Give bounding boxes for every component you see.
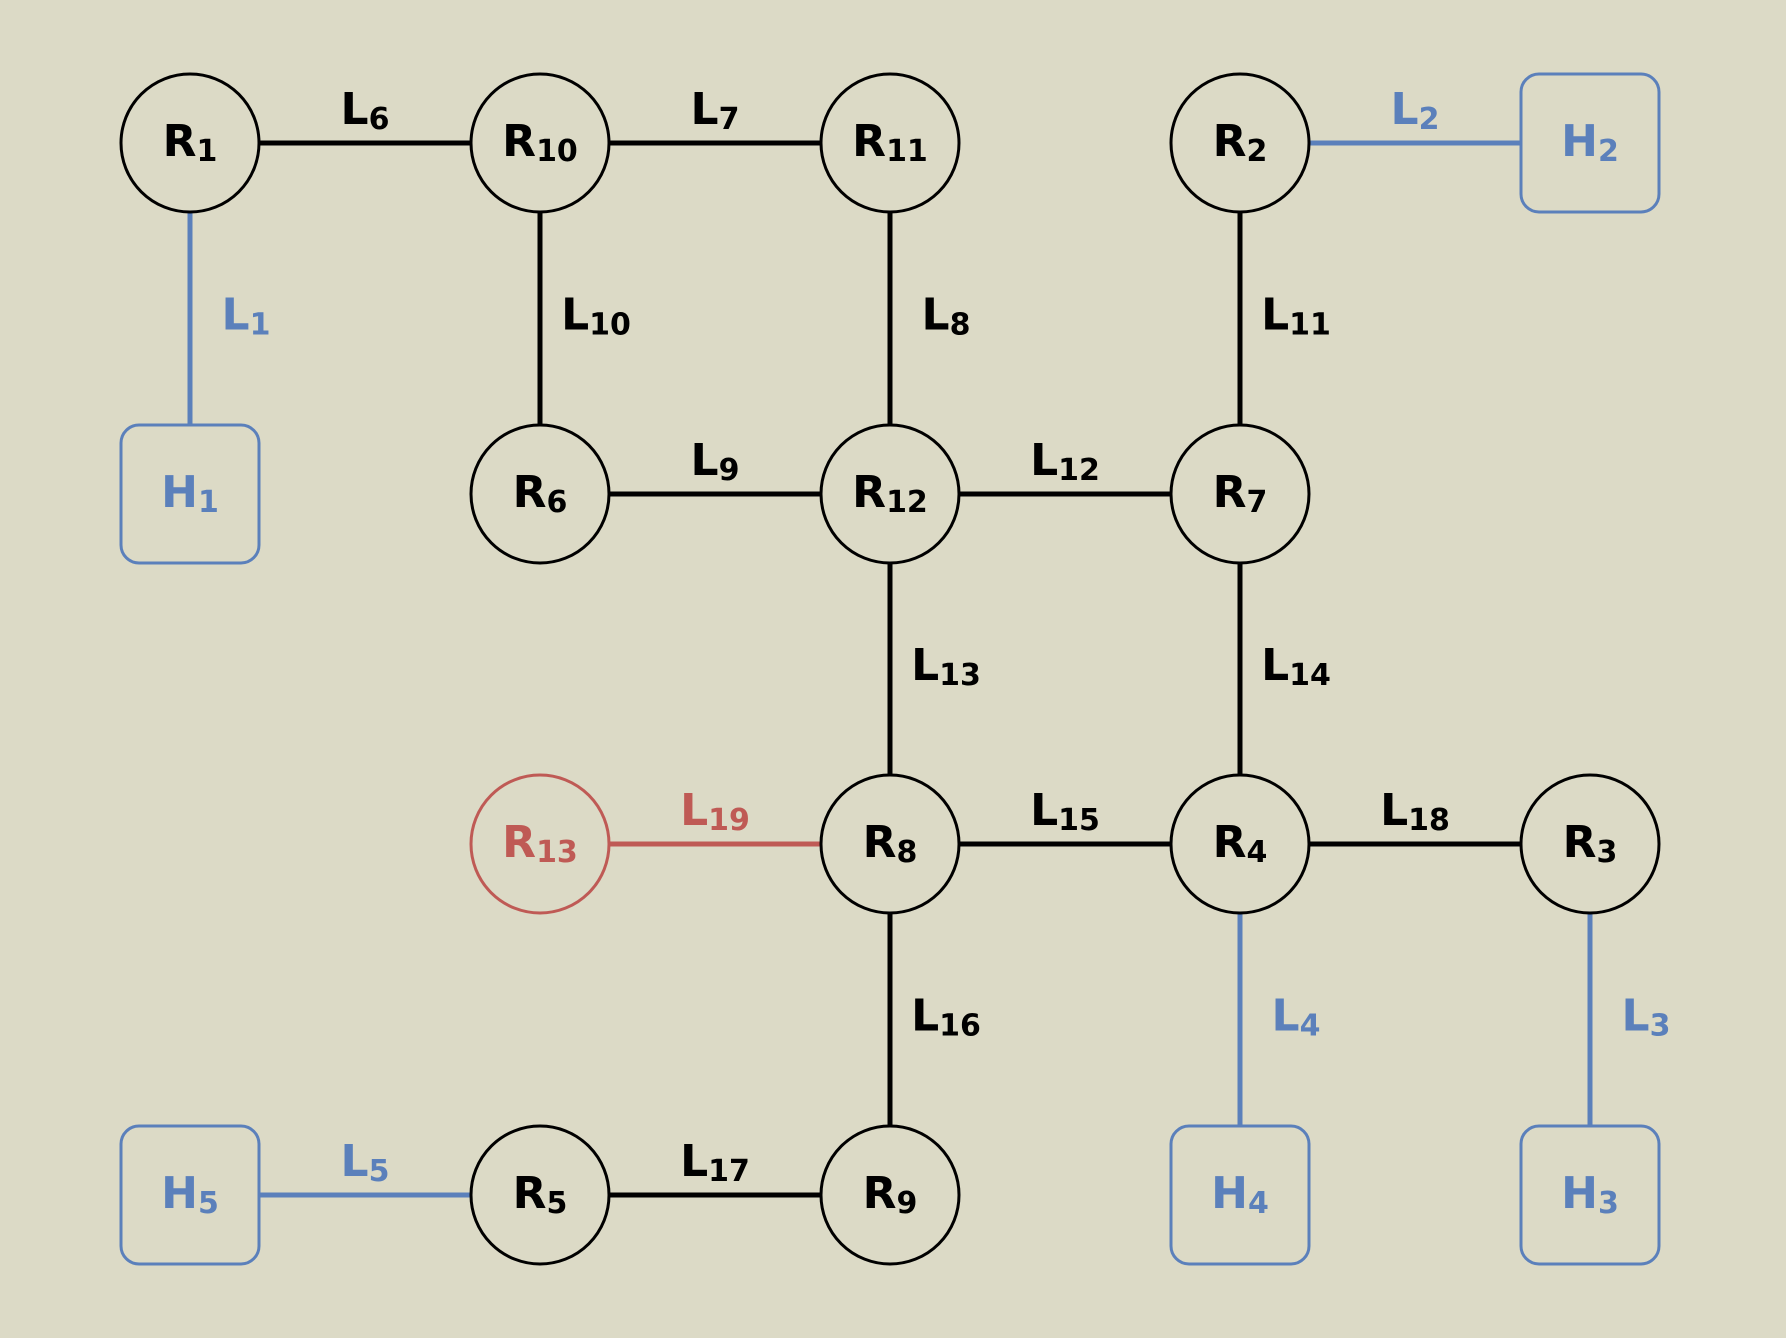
link-label-l6: L6 (341, 84, 390, 137)
link-label-l15: L15 (1030, 785, 1100, 838)
link-label-l18: L18 (1380, 785, 1450, 838)
link-label-l16: L16 (911, 990, 981, 1043)
router-r1 (119, 72, 261, 214)
node-label-r1: R1 (163, 116, 218, 169)
link-label-l13: L13 (911, 640, 981, 693)
router-r3 (1519, 773, 1661, 915)
node-label-r4: R4 (1213, 817, 1268, 870)
node-label-h1: H1 (161, 467, 219, 520)
router-r11 (819, 72, 961, 214)
router-r2 (1169, 72, 1311, 214)
node-label-r11: R11 (852, 116, 928, 169)
node-label-r6: R6 (513, 467, 568, 520)
link-label-l14: L14 (1261, 640, 1331, 693)
link-label-l5: L5 (341, 1136, 390, 1189)
node-label-r12: R12 (852, 467, 928, 520)
links-layer: L1 L2 L3 L4 L5 L6 L7 L8 L9 L10 L11 L12 L13 L14 L15 L16 L… (187, 84, 1671, 1198)
host-h5 (119, 1124, 261, 1266)
router-r4 (1169, 773, 1311, 915)
router-r13 (469, 773, 611, 915)
node-label-r7: R7 (1213, 467, 1268, 520)
link-label-l10: L10 (561, 289, 631, 342)
host-h3 (1519, 1124, 1661, 1266)
router-r7 (1169, 423, 1311, 565)
host-h4 (1169, 1124, 1311, 1266)
link-label-l1: L1 (222, 289, 271, 342)
link-label-l11: L11 (1261, 289, 1331, 342)
router-r12 (819, 423, 961, 565)
link-label-l17: L17 (680, 1136, 750, 1189)
nodes-layer: R1 R10 R11 R2 H2 H1 R6 R12 R7 R13 R8 R4 R3 H5 R5 R9 H4 H3 (119, 72, 1661, 1266)
node-label-r2: R2 (1213, 116, 1268, 169)
node-label-h4: H4 (1211, 1168, 1269, 1221)
node-label-r13: R13 (502, 817, 578, 870)
host-h2 (1519, 72, 1661, 214)
router-r6 (469, 423, 611, 565)
router-r10 (469, 72, 611, 214)
link-label-l3: L3 (1622, 990, 1671, 1043)
node-label-r3: R3 (1563, 817, 1618, 870)
router-r8 (819, 773, 961, 915)
link-label-l2: L2 (1391, 84, 1440, 137)
link-label-l9: L9 (691, 435, 740, 488)
node-label-r5: R5 (513, 1168, 568, 1221)
node-label-r10: R10 (502, 116, 578, 169)
link-label-l4: L4 (1272, 990, 1321, 1043)
link-label-l8: L8 (922, 289, 971, 342)
node-label-r9: R9 (863, 1168, 918, 1221)
node-label-h2: H2 (1561, 116, 1619, 169)
node-label-h3: H3 (1561, 1168, 1619, 1221)
router-r5 (469, 1124, 611, 1266)
router-r9 (819, 1124, 961, 1266)
host-h1 (119, 423, 261, 565)
link-label-l7: L7 (691, 84, 740, 137)
node-label-h5: H5 (161, 1168, 219, 1221)
link-label-l12: L12 (1030, 435, 1100, 488)
link-label-l19: L19 (680, 785, 750, 838)
node-label-r8: R8 (863, 817, 918, 870)
